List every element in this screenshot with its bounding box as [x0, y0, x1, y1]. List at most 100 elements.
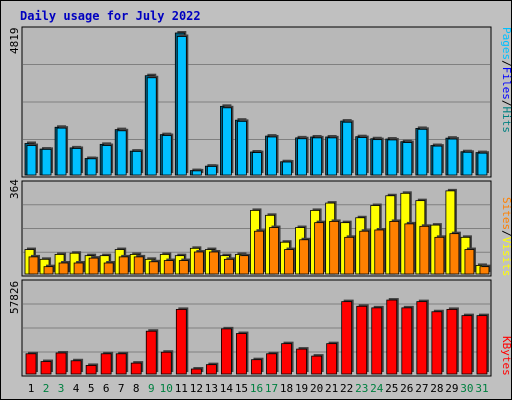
sites-bar	[404, 223, 415, 275]
files-bar	[477, 152, 488, 176]
kbytes-bar	[190, 368, 202, 375]
legend-part: Pages	[500, 27, 512, 60]
kbytes-bar	[70, 360, 82, 375]
bars	[24, 188, 491, 275]
kbytes-bar	[55, 352, 67, 375]
kbytes-bar	[160, 351, 172, 375]
legend-part: KBytes	[500, 336, 512, 376]
legend-label: Sites/Visits	[500, 197, 512, 277]
day-label: 3	[58, 382, 65, 395]
sites-bar	[118, 256, 129, 275]
kbytes-bar	[145, 330, 157, 375]
kbytes-bar	[416, 301, 428, 375]
sites-bar	[464, 249, 475, 275]
legend-part: Sites	[500, 197, 512, 230]
kbytes-bar	[25, 353, 37, 375]
chart-title: Daily usage for July 2022	[20, 9, 201, 23]
bars	[24, 31, 489, 176]
x-axis-day-labels: 1 2 3 4 5 6 7 8 9 10 11 12 13 14 15 16 17 18 19 20 21 22 23 24 2…	[28, 382, 489, 395]
day-label: 21	[325, 382, 338, 395]
kbytes-bar	[446, 309, 458, 375]
kbytes-bar	[85, 365, 97, 375]
day-label: 6	[103, 382, 110, 395]
kbytes-bar	[356, 305, 368, 375]
day-label: 17	[265, 382, 278, 395]
legend-part: Hits	[500, 107, 512, 134]
kbytes-bar	[40, 361, 52, 375]
files-bar	[206, 166, 217, 176]
legend-part: /	[500, 60, 512, 67]
day-label: 12	[190, 382, 203, 395]
files-bar	[252, 152, 262, 176]
files-bar	[26, 145, 37, 176]
sites-bar	[239, 255, 249, 275]
legend-part: Files	[500, 67, 512, 100]
sites-bar	[449, 233, 460, 275]
day-label: 20	[310, 382, 323, 395]
files-bar	[41, 148, 52, 176]
day-label: 23	[355, 382, 368, 395]
sites-bar	[58, 262, 69, 275]
sites-bar	[224, 258, 234, 275]
day-label: 31	[475, 382, 488, 395]
files-bar	[432, 145, 443, 176]
kbytes-bar	[130, 362, 142, 375]
kbytes-bar	[326, 343, 338, 375]
panel-hits-files: 4819 Pages/Files/Hits	[8, 26, 512, 178]
files-bar	[297, 138, 307, 176]
files-bar	[131, 151, 142, 176]
sites-bar	[28, 256, 39, 275]
sites-bar	[389, 221, 400, 275]
legend-part: /	[500, 230, 512, 237]
day-label: 15	[235, 382, 248, 395]
files-bar	[462, 151, 473, 176]
kbytes-bar	[296, 348, 307, 375]
day-label: 4	[73, 382, 80, 395]
sites-bar	[254, 230, 264, 275]
kbytes-bar	[236, 333, 247, 375]
bars	[25, 298, 489, 375]
files-bar	[312, 137, 323, 176]
day-label: 26	[400, 382, 413, 395]
legend-part: Visits	[500, 237, 512, 277]
sites-bar	[133, 256, 144, 275]
day-label: 10	[160, 382, 173, 395]
sites-bar	[284, 249, 294, 275]
sites-bar	[314, 222, 325, 275]
kbytes-bar	[221, 328, 232, 375]
kbytes-bar	[431, 311, 443, 375]
day-label: 16	[250, 382, 263, 395]
day-label: 11	[175, 382, 188, 395]
panel-kbytes: 57826 KBytes	[8, 279, 512, 377]
files-bar	[402, 142, 413, 176]
kbytes-bar	[115, 353, 127, 375]
kbytes-bar	[461, 315, 473, 375]
ymax-label: 57826	[8, 281, 21, 314]
day-label: 19	[295, 382, 308, 395]
sites-bar	[374, 229, 385, 275]
sites-bar	[359, 230, 370, 275]
files-bar	[342, 121, 353, 176]
panel-visits-sites: 364 Sites/Visits	[8, 179, 512, 277]
day-label: 2	[43, 382, 50, 395]
kbytes-bar	[476, 315, 488, 375]
files-bar	[357, 137, 368, 176]
sites-bar	[178, 260, 189, 275]
sites-bar	[434, 236, 445, 275]
day-label: 24	[370, 382, 384, 395]
kbytes-bar	[341, 301, 353, 375]
day-label: 18	[280, 382, 293, 395]
day-label: 29	[445, 382, 458, 395]
files-bar	[176, 36, 187, 176]
sites-bar	[329, 221, 340, 275]
kbytes-bar	[175, 309, 187, 375]
files-bar	[191, 170, 202, 176]
sites-bar	[299, 239, 309, 275]
sites-bar	[479, 266, 490, 275]
files-bar	[86, 158, 97, 176]
legend-label: Pages/Files/Hits	[500, 27, 512, 133]
files-bar	[101, 145, 112, 176]
files-bar	[222, 107, 232, 176]
day-label: 7	[118, 382, 125, 395]
